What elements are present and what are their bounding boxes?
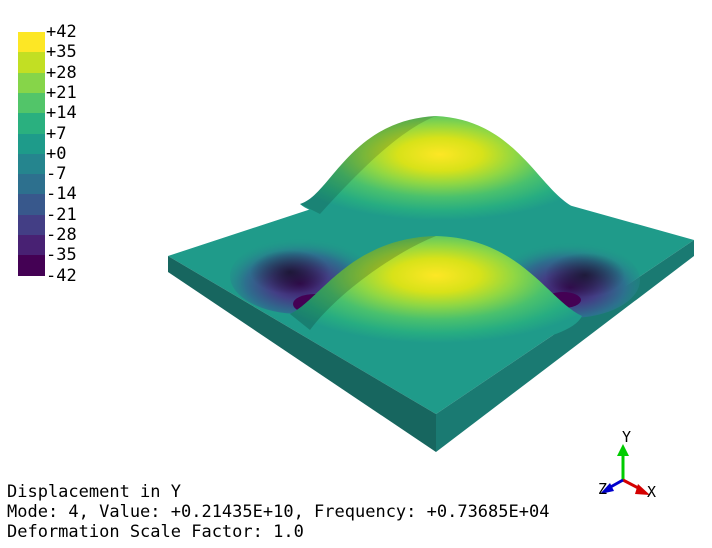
legend-label: -14 bbox=[46, 184, 77, 205]
legend-label: -35 bbox=[46, 245, 77, 266]
legend-label: +14 bbox=[46, 103, 77, 124]
legend-swatch bbox=[18, 133, 45, 155]
peak-back-shadow bbox=[300, 116, 436, 214]
legend-label: +21 bbox=[46, 82, 77, 103]
legend-label: +28 bbox=[46, 62, 77, 83]
plate-side-left bbox=[168, 256, 436, 452]
legend-swatch bbox=[18, 255, 45, 277]
legend-swatch bbox=[18, 153, 45, 175]
legend-swatch bbox=[18, 174, 45, 196]
legend-label: +42 bbox=[46, 22, 77, 42]
peak-front bbox=[290, 236, 582, 349]
x-axis-label: X bbox=[647, 483, 656, 498]
y-axis-arrow bbox=[617, 444, 629, 456]
result-type-text: Displacement in Y bbox=[7, 482, 181, 502]
result-info: Displacement in Y Mode: 4, Value: +0.2143… bbox=[7, 482, 549, 542]
legend-label: -42 bbox=[46, 265, 77, 286]
legend-label: +7 bbox=[46, 123, 67, 144]
legend-swatch bbox=[18, 113, 45, 135]
legend-swatch bbox=[18, 214, 45, 236]
x-axis-arrow bbox=[635, 484, 650, 495]
z-axis-label: Z bbox=[598, 480, 607, 498]
legend-swatch bbox=[18, 194, 45, 216]
legend-label: -28 bbox=[46, 225, 77, 245]
legend-swatch bbox=[18, 92, 45, 114]
y-axis-label: Y bbox=[622, 428, 631, 446]
peak-front-shadow bbox=[290, 236, 436, 330]
peak-back bbox=[300, 116, 580, 226]
scale-factor-text: Deformation Scale Factor: 1.0 bbox=[7, 522, 304, 542]
legend-label: -21 bbox=[46, 204, 77, 225]
axis-triad: Y X Z bbox=[598, 428, 656, 498]
legend-swatch bbox=[18, 72, 45, 94]
z-axis-arrow bbox=[600, 483, 614, 494]
legend-label: +35 bbox=[46, 42, 77, 63]
legend-swatch bbox=[18, 32, 45, 53]
legend-swatch bbox=[18, 52, 45, 74]
trough-shade-left bbox=[250, 250, 330, 294]
legend-label: +0 bbox=[46, 143, 67, 164]
legend-label: -7 bbox=[46, 164, 67, 185]
trough-shade-right bbox=[545, 253, 625, 297]
mode-info-text: Mode: 4, Value: +0.21435E+10, Frequency:… bbox=[7, 502, 550, 522]
legend-swatch bbox=[18, 235, 45, 256]
